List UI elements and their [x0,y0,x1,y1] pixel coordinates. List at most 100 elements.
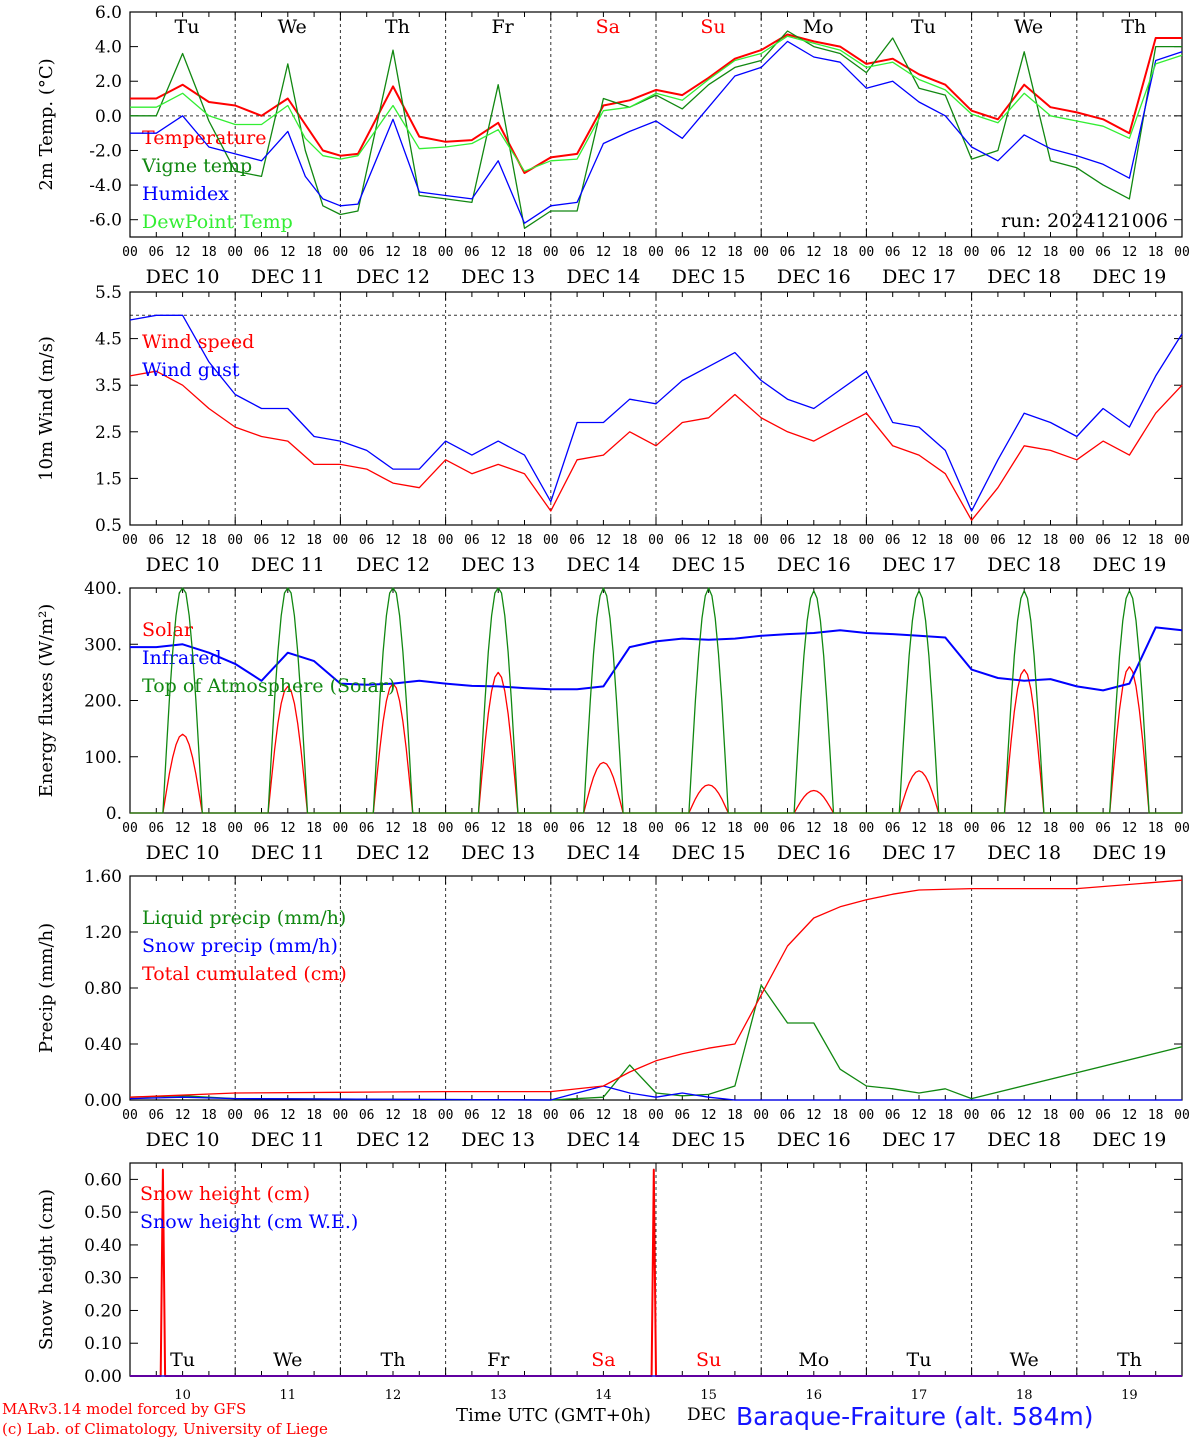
panel-1: 6.0 4.0 2.0 0.0 -2.0 -4.0 -6.0 2m Temp. (°C) Tem… [36,3,1190,288]
hour-tick-label: 00 [333,821,349,836]
hour-tick-label: 12 [596,245,612,260]
plot-frame [129,587,1183,814]
day-label: DEC 13 [461,554,535,576]
hour-tick-label: 18 [306,821,322,836]
day-label: DEC 10 [146,1129,220,1151]
hour-tick-label: 12 [280,533,296,548]
weekday-label-bottom: Mo [798,1349,829,1371]
weekday-label-bottom: We [273,1349,302,1371]
y-tick-label: 0.00 [84,1367,122,1387]
hour-tick-label: 12 [175,245,191,260]
hour-tick-label: 18 [517,533,533,548]
y-axis-label: Energy fluxes (W/m²) [36,604,57,798]
weekday-label-bottom: Su [696,1349,721,1371]
weekday-label-bottom: We [1010,1349,1039,1371]
plot-frame [129,11,1183,238]
footer-model-credit: MARv3.14 model forced by GFS [2,1400,247,1418]
y-tick-label: 0.40 [84,1035,122,1055]
day-label: DEC 11 [251,266,325,288]
hour-tick-label: 12 [175,1108,191,1123]
day-label: DEC 13 [461,842,535,864]
y-axis-label: Precip (mm/h) [36,923,57,1053]
hour-tick-label: 18 [727,821,743,836]
hour-tick-label: 00 [1069,821,1085,836]
hour-tick-label: 06 [885,533,901,548]
hour-tick-label: 18 [937,821,953,836]
hour-tick-label: 18 [727,1108,743,1123]
day-label: DEC 12 [356,266,430,288]
day-label: DEC 13 [461,1129,535,1151]
panel-4: 1.60 1.20 0.80 0.40 0.00 Precip (mm/h) Liquid … [36,867,1190,1151]
month-label: DEC [687,1405,727,1425]
weekday-label: Mo [803,16,834,38]
hour-tick-label: 00 [227,821,243,836]
series-temperature [130,33,1182,174]
legend-snow-height-cm-: Snow height (cm) [140,1183,310,1205]
hour-tick-label: 12 [1016,533,1032,548]
run-label: run: 2024121006 [1001,210,1168,232]
hour-tick-label: 00 [122,245,138,260]
hour-tick-label: 00 [543,533,559,548]
hour-tick-label: 00 [1174,821,1190,836]
day-label: DEC 15 [672,1129,746,1151]
y-tick-label: 0.50 [84,1203,122,1223]
hour-tick-label: 18 [201,533,217,548]
day-number-label: 18 [1016,1388,1033,1403]
hour-tick-label: 00 [1174,533,1190,548]
day-label: DEC 17 [882,842,956,864]
hour-tick-label: 18 [201,1108,217,1123]
hour-tick-label: 18 [411,245,427,260]
weekday-label-bottom: Tu [907,1349,932,1371]
series-snow-precip-mm-h- [129,1085,1182,1101]
hour-tick-label: 12 [806,1108,822,1123]
hour-tick-label: 00 [648,821,664,836]
legend-snow-precip-mm-h-: Snow precip (mm/h) [142,935,338,957]
hour-tick-label: 12 [1122,821,1138,836]
hour-tick-label: 06 [1095,1108,1111,1123]
hour-tick-label: 00 [648,533,664,548]
hour-tick-label: 12 [1016,1108,1032,1123]
hour-tick-label: 18 [201,821,217,836]
hour-tick-label: 18 [727,245,743,260]
day-label: DEC 17 [882,1129,956,1151]
day-label: DEC 18 [987,1129,1061,1151]
hour-tick-label: 06 [254,533,270,548]
day-label: DEC 14 [566,266,640,288]
legend-vigne-temp: Vigne temp [141,155,252,177]
hour-tick-label: 00 [438,245,454,260]
hour-tick-label: 18 [937,1108,953,1123]
hour-tick-label: 06 [148,245,164,260]
y-tick-label: -2.0 [89,141,122,161]
day-label: DEC 15 [672,842,746,864]
hour-tick-label: 06 [674,821,690,836]
hour-tick-label: 06 [1095,245,1111,260]
y-tick-label: 1.5 [95,469,122,489]
hour-tick-label: 18 [832,533,848,548]
hour-tick-label: 06 [1095,821,1111,836]
hour-tick-label: 00 [859,1108,875,1123]
station-title: Baraque-Fraiture (alt. 584m) [736,1402,1094,1431]
day-label: DEC 12 [356,1129,430,1151]
hour-tick-label: 12 [806,245,822,260]
y-tick-label: 0.40 [84,1236,122,1256]
y-axis-label: 10m Wind (m/s) [36,336,57,481]
y-axis-label: 2m Temp. (°C) [36,58,57,190]
day-number-label: 11 [280,1388,297,1403]
hour-tick-label: 06 [569,533,585,548]
legend-dewpoint-temp: DewPoint Temp [142,211,293,233]
y-tick-label: 2.0 [95,72,122,92]
legend-humidex: Humidex [142,183,229,205]
hour-tick-label: 12 [596,1108,612,1123]
hour-tick-label: 18 [622,533,638,548]
hour-tick-label: 06 [674,533,690,548]
day-label: DEC 16 [777,842,851,864]
hour-tick-label: 12 [1016,821,1032,836]
hour-tick-label: 18 [1043,1108,1059,1123]
hour-tick-label: 06 [990,1108,1006,1123]
hour-tick-label: 12 [701,1108,717,1123]
legend-solar: Solar [142,619,194,641]
day-label: DEC 16 [777,266,851,288]
y-tick-label: 0.20 [84,1301,122,1321]
weekday-label-bottom: Th [1117,1349,1142,1371]
